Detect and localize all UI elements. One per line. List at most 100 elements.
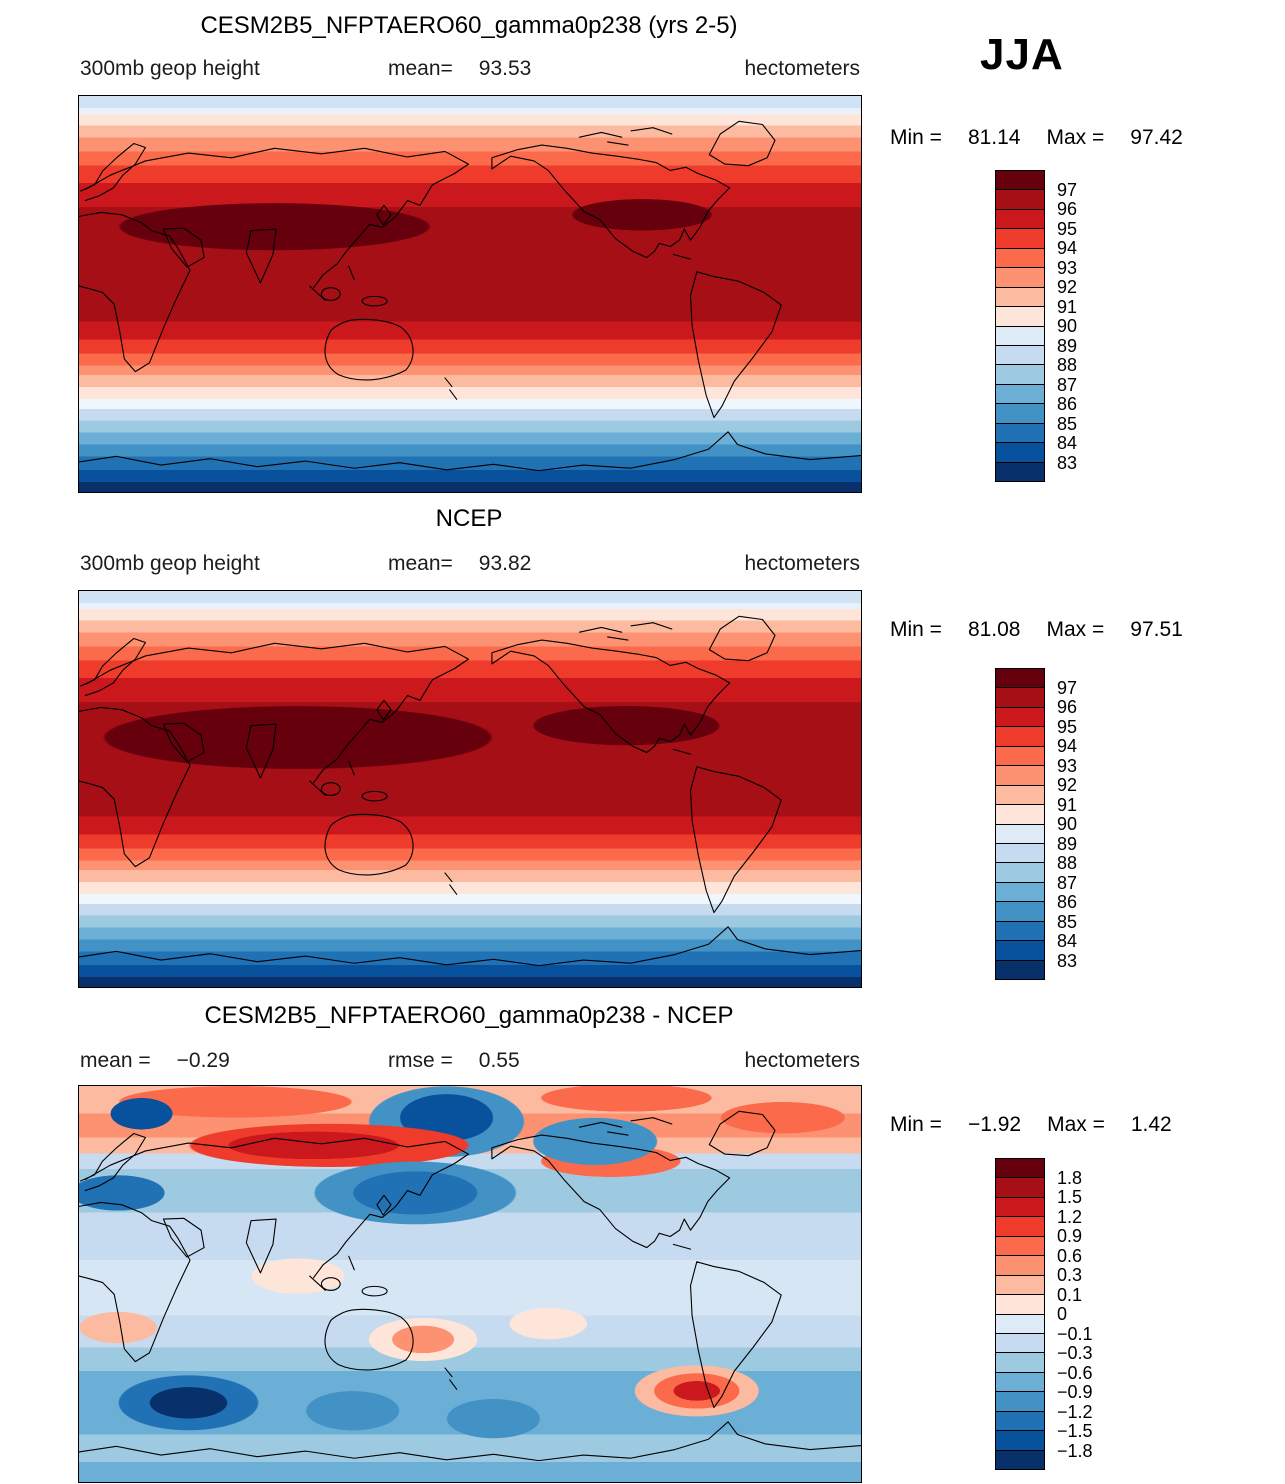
colorbar-segment	[996, 287, 1044, 308]
colorbar-segment	[996, 1314, 1044, 1334]
mean-stat: mean= 93.53	[388, 57, 531, 81]
colorbar-tick-label: 89	[1057, 833, 1078, 854]
colorbar-tick-label: 89	[1057, 335, 1078, 356]
colorbar-tick-label: 92	[1057, 775, 1078, 795]
colorbar-segment	[996, 384, 1044, 405]
colorbar-segment	[996, 462, 1044, 481]
colorbar-tick-label: −0.9	[1057, 1382, 1093, 1402]
units-label: hectometers	[744, 57, 860, 80]
colorbar-segment	[996, 669, 1044, 689]
colorbar-tick-label: 88	[1057, 853, 1078, 873]
colorbar-segment	[996, 268, 1044, 288]
max-label: Max =	[1046, 618, 1105, 641]
mean-value: 93.82	[478, 552, 532, 575]
colorbar-segment	[996, 171, 1044, 191]
model-header-row: 300mb geop height mean= 93.53 hectometers	[78, 57, 860, 83]
colorbar-tick-label: 1.5	[1057, 1187, 1083, 1207]
colorbar-segment	[996, 1333, 1044, 1354]
mean-value: −0.29	[176, 1049, 230, 1072]
colorbar-segment	[996, 1236, 1044, 1257]
model-panel-title: CESM2B5_NFPTAERO60_gamma0p238 (yrs 2-5)	[200, 12, 738, 39]
colorbar-tick-label: 85	[1057, 413, 1078, 434]
colorbar-tick-label: −0.6	[1057, 1362, 1093, 1383]
mean-stat: mean = −0.29	[80, 1049, 230, 1073]
colorbar-tick-label: 95	[1057, 716, 1078, 737]
colorbar-segment	[996, 1372, 1044, 1393]
field-label: 300mb geop height	[80, 552, 260, 575]
colorbar-tick-label: 86	[1057, 394, 1078, 414]
colorbar-segment	[996, 190, 1044, 210]
model-colorbar: 97 96 95 94 93 92 91 90 89 88 87 86 85 84 83	[995, 170, 1135, 482]
coastlines	[79, 120, 861, 472]
colorbar-tick-label: 85	[1057, 911, 1078, 932]
max-value: 1.42	[1130, 1113, 1172, 1136]
colorbar-segment	[996, 960, 1044, 979]
colorbar-segment	[996, 326, 1044, 346]
colorbar-segment	[996, 882, 1044, 903]
colorbar-tick-label: 1.8	[1057, 1167, 1083, 1188]
ncep-colorbar: 97 96 95 94 93 92 91 90 89 88 87 86 85 84 83	[995, 668, 1135, 980]
colorbar-segment	[996, 1159, 1044, 1179]
colorbar-segment	[996, 941, 1044, 961]
colorbar-segment	[996, 766, 1044, 786]
colorbar-tick-label: 92	[1057, 277, 1078, 297]
min-label: Min =	[890, 618, 942, 641]
ncep-header-row: 300mb geop height mean= 93.82 hectometers	[78, 552, 860, 578]
colorbar-segment	[996, 805, 1044, 825]
colorbar-tick-label: −0.1	[1057, 1323, 1093, 1344]
colorbar-tick-label: 95	[1057, 218, 1078, 239]
rmse-stat: rmse = 0.55	[388, 1049, 520, 1073]
colorbar-tick-label: 93	[1057, 755, 1078, 776]
mean-label: mean=	[388, 552, 453, 575]
mean-value: 93.53	[478, 57, 532, 80]
colorbar-tick-label: 87	[1057, 374, 1078, 395]
colorbar-segment	[996, 404, 1044, 424]
rmse-value: 0.55	[478, 1049, 520, 1072]
colorbar-tick-label: −1.5	[1057, 1421, 1093, 1441]
colorbar-segment	[996, 1217, 1044, 1237]
max-value: 97.51	[1130, 618, 1183, 641]
units-label: hectometers	[744, 552, 860, 575]
colorbar-tick-label: 91	[1057, 794, 1078, 815]
max-label: Max =	[1047, 1113, 1105, 1136]
colorbar-tick-label: 0	[1057, 1304, 1068, 1324]
colorbar-segment	[996, 229, 1044, 249]
colorbar-segment	[996, 443, 1044, 463]
field-label: 300mb geop height	[80, 57, 260, 80]
colorbar-tick-label: 96	[1057, 697, 1078, 717]
diff-panel-title: CESM2B5_NFPTAERO60_gamma0p238 - NCEP	[204, 1002, 734, 1029]
colorbar-segment	[996, 785, 1044, 806]
difference-contour-map	[78, 1085, 862, 1483]
colorbar-segment	[996, 688, 1044, 708]
colorbar-tick-label: 83	[1057, 950, 1078, 971]
colorbar-segment	[996, 209, 1044, 230]
max-label: Max =	[1046, 126, 1105, 149]
colorbar-segment	[996, 248, 1044, 269]
model-contour-map	[78, 95, 862, 493]
colorbar-segment	[996, 1256, 1044, 1276]
diff-header-row: mean = −0.29 rmse = 0.55 hectometers	[78, 1049, 860, 1075]
colorbar-swatches	[995, 170, 1045, 482]
colorbar-segment	[996, 1353, 1044, 1373]
colorbar-tick-label: 86	[1057, 892, 1078, 912]
colorbar-tick-label: 93	[1057, 257, 1078, 278]
colorbar-tick-label: 97	[1057, 677, 1078, 698]
colorbar-tick-label: −0.3	[1057, 1343, 1093, 1363]
colorbar-tick-label: 0.6	[1057, 1245, 1083, 1266]
colorbar-tick-label: −1.2	[1057, 1401, 1093, 1422]
model-minmax-row: Min = 81.14 Max = 97.42	[890, 126, 1210, 150]
colorbar-tick-label: 0.9	[1057, 1226, 1083, 1246]
colorbar-segment	[996, 1295, 1044, 1315]
mean-label: mean=	[388, 57, 453, 80]
season-label: JJA	[980, 30, 1064, 79]
colorbar-tick-label: −1.8	[1057, 1440, 1093, 1461]
colorbar-segment	[996, 921, 1044, 942]
colorbar-segment	[996, 1392, 1044, 1412]
colorbar-tick-label: 83	[1057, 452, 1078, 473]
colorbar-segment	[996, 863, 1044, 883]
colorbar-segment	[996, 707, 1044, 728]
diff-minmax-row: Min = −1.92 Max = 1.42	[890, 1113, 1210, 1137]
diff-colorbar: 1.8 1.5 1.2 0.9 0.6 0.3 0.1 0 −0.1 −0.3 −0.6 −0.9 −1…	[995, 1158, 1135, 1470]
colorbar-tick-label: 1.2	[1057, 1206, 1083, 1227]
